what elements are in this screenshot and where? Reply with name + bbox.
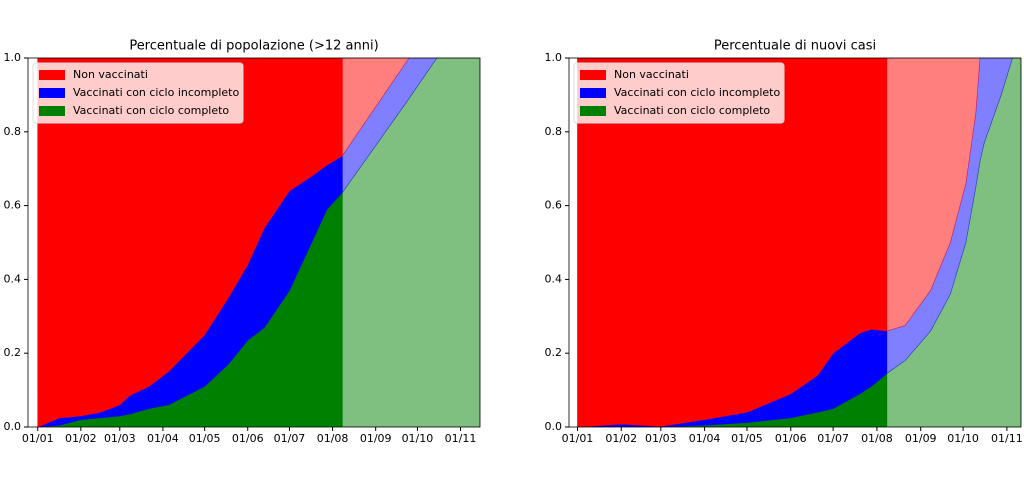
plot-area [577,58,1021,427]
x-tick-label: 01/09 [905,432,937,445]
legend-label: Vaccinati con ciclo completo [73,104,229,117]
x-tick-label: 01/06 [775,432,807,445]
x-tick-label: 01/10 [402,432,434,445]
y-tick-label: 0.6 [4,199,22,212]
x-tick-label: 01/06 [232,432,264,445]
x-tick-label: 01/11 [445,432,477,445]
plot-area [37,58,480,427]
x-tick-label: 01/11 [991,432,1023,445]
x-tick-label: 01/04 [147,432,179,445]
legend-label: Vaccinati con ciclo incompleto [614,86,780,99]
y-tick-label: 0.4 [4,272,22,285]
x-tick-label: 01/05 [731,432,763,445]
y-tick-label: 0.0 [4,420,22,433]
x-tick-label: 01/04 [689,432,721,445]
legend-swatch [580,106,606,116]
legend-swatch [39,88,65,98]
chart-title: Percentuale di nuovi casi [714,39,876,54]
legend-box [573,62,785,124]
x-tick-label: 01/10 [947,432,979,445]
x-tick-label: 01/02 [65,432,97,445]
legend-swatch [39,106,65,116]
chart-title: Percentuale di popolazione (>12 anni) [129,39,378,54]
y-tick-label: 0.6 [545,199,563,212]
legend-swatch [580,70,606,80]
legend-swatch [39,70,65,80]
axes-frame [27,57,481,428]
area [886,58,1021,332]
x-tick-label: 01/08 [861,432,893,445]
x-tick-label: 01/03 [104,432,136,445]
area [342,58,480,157]
area [342,58,480,194]
legend-label: Vaccinati con ciclo completo [614,104,770,117]
y-tick-label: 0.2 [545,346,563,359]
y-tick-label: 0.8 [545,125,563,138]
y-tick-label: 0.8 [4,125,22,138]
y-tick-label: 0.4 [545,272,563,285]
legend-box [32,62,244,124]
x-tick-label: 01/07 [274,432,306,445]
legend-label: Non vaccinati [614,68,689,81]
x-tick-label: 01/07 [817,432,849,445]
y-tick-label: 1.0 [4,51,22,64]
y-tick-label: 0.0 [545,420,563,433]
x-tick-label: 01/01 [562,432,594,445]
legend-label: Non vaccinati [73,68,148,81]
y-tick-label: 1.0 [545,51,563,64]
x-tick-label: 01/09 [360,432,392,445]
x-tick-label: 01/05 [189,432,221,445]
legend-swatch [580,88,606,98]
x-tick-label: 01/08 [317,432,349,445]
x-tick-label: 01/03 [645,432,677,445]
x-tick-label: 01/01 [22,432,54,445]
legend-label: Vaccinati con ciclo incompleto [73,86,239,99]
axes-frame [568,57,1022,428]
x-tick-label: 01/02 [605,432,637,445]
y-tick-label: 0.2 [4,346,22,359]
